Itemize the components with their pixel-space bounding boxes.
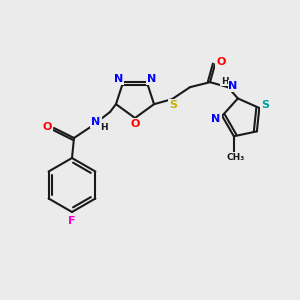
Text: N: N bbox=[114, 74, 123, 84]
Text: O: O bbox=[130, 119, 140, 129]
Text: O: O bbox=[42, 122, 52, 132]
Text: H: H bbox=[221, 77, 229, 86]
Text: H: H bbox=[100, 124, 108, 133]
Text: S: S bbox=[261, 100, 269, 110]
Text: O: O bbox=[216, 57, 226, 67]
Text: N: N bbox=[228, 81, 238, 91]
Text: N: N bbox=[212, 114, 221, 124]
Text: N: N bbox=[92, 117, 100, 127]
Text: F: F bbox=[68, 216, 76, 226]
Text: N: N bbox=[147, 74, 156, 84]
Text: CH₃: CH₃ bbox=[227, 153, 245, 162]
Text: S: S bbox=[169, 100, 177, 110]
